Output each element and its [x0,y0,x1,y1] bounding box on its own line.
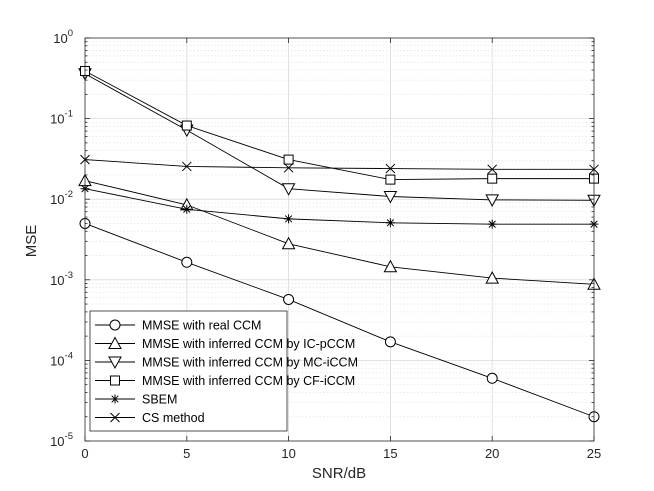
legend-marker [110,375,120,386]
y-tick-base: 10 [50,273,64,288]
x-tick-label: 5 [183,446,190,461]
legend-marker [108,336,122,349]
y-tick-base: 10 [50,112,64,127]
legend-label: SBEM [142,393,177,407]
series-line [84,159,594,170]
data-point [487,219,497,229]
data-point [281,183,296,196]
data-point [383,191,398,204]
legend-label: CS method [142,411,205,425]
legend-label: MMSE with real CCM [142,319,261,333]
data-point [283,293,295,305]
data-point [181,120,192,131]
data-point [281,236,296,250]
x-tick-label: 10 [281,446,295,461]
axes-box [84,37,595,442]
y-tick-label: 10-3 [50,270,73,288]
data-point [385,174,396,185]
legend-marker [110,394,120,404]
legend-entry-5: SBEM [95,393,177,407]
series-line [84,70,594,181]
data-point [487,164,498,175]
y-tick-exponent: -1 [65,109,73,120]
data-point [181,256,193,268]
legend: MMSE with real CCM MMSE with inferred CCM… [89,310,358,432]
y-tick-base: 10 [50,192,64,207]
x-tick-label: 20 [485,446,499,461]
y-tick-exponent: -5 [65,431,73,442]
y-tick-label: 10-4 [50,350,73,368]
series-line [84,180,595,285]
x-axis-label: SNR/dB [312,465,366,482]
y-tick-base: 10 [53,31,67,46]
legend-label: MMSE with inferred CCM by IC-pCCM [142,337,355,351]
series-line [84,188,594,225]
series-line [84,73,595,201]
legend-marker [110,412,120,423]
y-tick-label: 10-2 [50,189,73,207]
legend-entry-3: MMSE with inferred CCM by MC-iCCM [95,356,358,370]
legend-entry-1: MMSE with real CCM [95,319,261,333]
legend-entry-4: MMSE with inferred CCM by CF-iCCM [95,374,355,388]
data-point [485,271,500,284]
legend-label: MMSE with inferred CCM by MC-iCCM [142,356,358,370]
legend-marker [109,319,121,331]
y-tick-label: 10-5 [50,431,73,449]
series-group [78,65,601,423]
y-tick-base: 10 [50,353,64,368]
data-point [487,173,498,184]
data-point [383,259,398,273]
x-tick-label: 25 [587,446,601,461]
data-point [385,163,396,174]
data-point [385,218,395,228]
legend-label: MMSE with inferred CCM by CF-iCCM [142,374,355,388]
y-axis-label: MSE [23,225,40,258]
data-point [284,214,294,224]
data-point [384,336,396,348]
data-point [283,154,294,165]
y-tick-base: 10 [50,434,64,449]
y-tick-exponent: -4 [65,350,73,361]
legend-entry-2: MMSE with inferred CCM by IC-pCCM [95,336,355,351]
y-tick-label: 100 [53,28,73,46]
legend-entry-6: CS method [95,411,205,425]
series-1 [79,217,600,423]
y-tick-exponent: -3 [65,270,73,281]
y-tick-label: 10-1 [50,109,73,127]
data-point [182,204,192,214]
data-point [486,372,498,384]
data-point [485,194,500,207]
y-tick-exponent: 0 [68,28,73,39]
x-tick-label: 0 [81,446,88,461]
legend-box [89,310,288,432]
x-tick-label: 15 [383,446,397,461]
data-point [181,161,192,172]
series-line [84,223,595,418]
data-point [283,162,294,173]
series-2 [78,173,601,290]
y-tick-exponent: -2 [65,189,73,200]
legend-marker [108,356,122,370]
